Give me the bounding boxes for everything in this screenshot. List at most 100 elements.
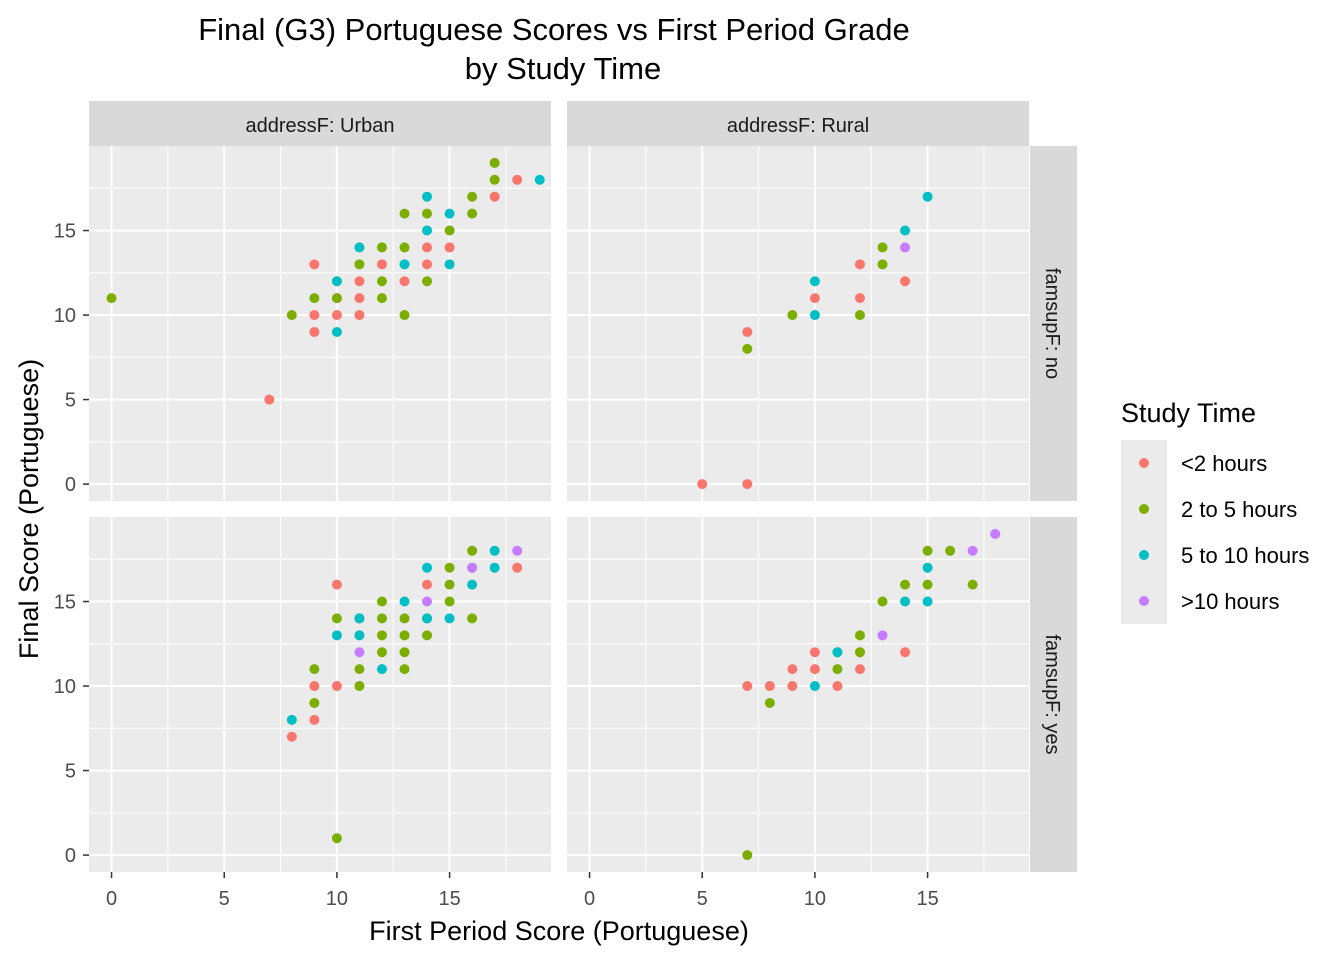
legend-key <box>1139 550 1149 560</box>
panel-points <box>697 191 933 490</box>
data-point <box>742 850 753 861</box>
data-point <box>309 259 320 270</box>
data-point <box>399 310 410 321</box>
data-point <box>809 293 820 304</box>
data-point <box>399 613 410 624</box>
data-point <box>331 579 342 590</box>
data-point <box>331 833 342 844</box>
data-point <box>467 191 478 202</box>
panel-background <box>89 146 551 501</box>
data-point <box>422 191 433 202</box>
data-point <box>877 630 888 641</box>
data-point <box>854 630 865 641</box>
data-point <box>854 259 865 270</box>
data-point <box>376 259 387 270</box>
data-point <box>742 479 753 490</box>
data-point <box>444 579 455 590</box>
panel-background <box>567 517 1029 872</box>
data-point <box>967 579 978 590</box>
data-point <box>900 225 911 236</box>
facet-panels <box>89 146 1029 872</box>
data-point <box>922 191 933 202</box>
data-point <box>467 613 478 624</box>
legend-key <box>1139 458 1149 468</box>
x-tick-label: 5 <box>219 888 230 910</box>
legend-label: <2 hours <box>1181 451 1267 476</box>
facet-strip-row-label: famsupF: yes <box>1041 634 1063 754</box>
data-point <box>399 242 410 253</box>
x-tick-label: 15 <box>438 888 460 910</box>
data-point <box>309 664 320 675</box>
data-point <box>922 579 933 590</box>
data-point <box>422 259 433 270</box>
y-tick-label: 0 <box>65 474 76 496</box>
data-point <box>309 681 320 692</box>
data-point <box>354 630 365 641</box>
data-point <box>422 225 433 236</box>
data-point <box>764 681 775 692</box>
data-point <box>787 664 798 675</box>
data-point <box>489 191 500 202</box>
data-point <box>444 259 455 270</box>
data-point <box>331 630 342 641</box>
data-point <box>900 242 911 253</box>
facet-panel <box>567 517 1029 872</box>
data-point <box>444 562 455 573</box>
data-point <box>422 579 433 590</box>
data-point <box>512 174 523 185</box>
y-axis-title: Final Score (Portuguese) <box>14 359 44 659</box>
data-point <box>422 630 433 641</box>
data-point <box>331 613 342 624</box>
y-tick-label: 15 <box>54 221 76 243</box>
data-point <box>399 596 410 607</box>
x-tick-label: 15 <box>916 888 938 910</box>
chart-title: Final (G3) Portuguese Scores vs First Pe… <box>198 12 910 47</box>
data-point <box>286 310 297 321</box>
data-point <box>922 545 933 556</box>
panel-points <box>742 528 1001 861</box>
y-tick-label: 10 <box>54 305 76 327</box>
facet-panel <box>567 146 1029 501</box>
y-tick-label: 10 <box>54 676 76 698</box>
data-point <box>399 276 410 287</box>
data-point <box>444 613 455 624</box>
data-point <box>854 647 865 658</box>
data-point <box>354 613 365 624</box>
legend-label: 5 to 10 hours <box>1181 543 1309 568</box>
data-point <box>512 545 523 556</box>
data-point <box>376 293 387 304</box>
x-axis-title: First Period Score (Portuguese) <box>369 916 749 946</box>
data-point <box>489 562 500 573</box>
panel-background <box>567 146 1029 501</box>
y-tick-label: 0 <box>65 845 76 867</box>
data-point <box>399 208 410 219</box>
data-point <box>376 242 387 253</box>
x-tick-label: 0 <box>106 888 117 910</box>
data-point <box>422 242 433 253</box>
data-point <box>742 326 753 337</box>
data-point <box>742 681 753 692</box>
data-point <box>832 681 843 692</box>
data-point <box>854 310 865 321</box>
data-point <box>106 293 117 304</box>
data-point <box>264 394 275 405</box>
data-point <box>900 579 911 590</box>
data-point <box>422 208 433 219</box>
facet-panel <box>89 517 551 872</box>
data-point <box>787 681 798 692</box>
data-point <box>309 326 320 337</box>
data-point <box>376 630 387 641</box>
data-point <box>742 343 753 354</box>
data-point <box>354 310 365 321</box>
panel-points <box>286 545 523 844</box>
x-tick-label: 10 <box>326 888 348 910</box>
data-point <box>376 276 387 287</box>
y-tick-label: 5 <box>65 761 76 783</box>
data-point <box>854 293 865 304</box>
data-point <box>399 259 410 270</box>
data-point <box>512 562 523 573</box>
data-point <box>286 714 297 725</box>
data-point <box>354 664 365 675</box>
